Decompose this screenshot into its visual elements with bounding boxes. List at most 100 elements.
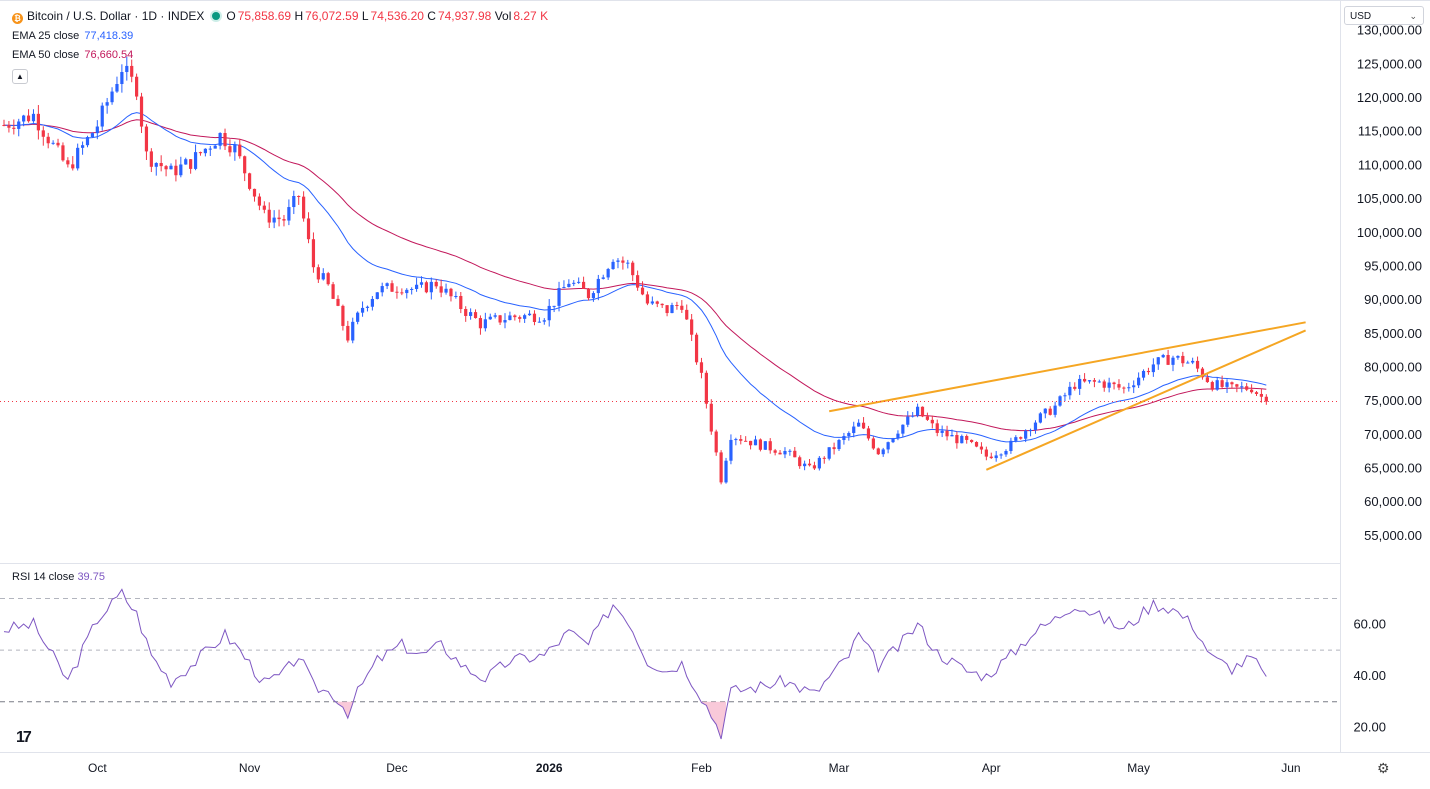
candle-body (46, 136, 50, 144)
candle-body (321, 273, 325, 280)
ema25-legend[interactable]: EMA 25 close 77,418.39 (12, 30, 133, 42)
candle-body (994, 455, 998, 459)
candle-body (51, 142, 55, 144)
market-status-icon (212, 12, 221, 20)
price-tick-label: 125,000.00 (1357, 56, 1422, 71)
candle-body (621, 260, 625, 263)
candle-body (498, 315, 502, 323)
candle-body (945, 430, 949, 437)
candle-body (852, 426, 856, 434)
candle-body (817, 457, 821, 469)
high-label: H (294, 9, 304, 23)
ema50-legend[interactable]: EMA 50 close 76,660.54 (12, 49, 133, 61)
tradingview-logo-icon[interactable]: 17 (16, 729, 32, 746)
candle-body (1048, 408, 1052, 415)
candle-body (660, 303, 664, 306)
candle-body (640, 287, 645, 295)
candle-body (930, 419, 934, 424)
candle-body (1225, 382, 1229, 387)
price-tick-label: 100,000.00 (1357, 225, 1422, 240)
candle-body (228, 146, 232, 153)
candle-body (473, 312, 478, 319)
candle-body (704, 372, 708, 404)
price-tick-label: 120,000.00 (1357, 90, 1422, 105)
candle-body (1161, 355, 1165, 358)
candle-body (223, 133, 227, 147)
candle-body (572, 282, 576, 284)
candle-body (675, 304, 679, 306)
candle-body (76, 147, 80, 169)
candle-body (989, 456, 993, 459)
candle-body (842, 436, 846, 441)
chevron-up-icon[interactable]: ▲ (12, 69, 28, 84)
candle-body (400, 292, 404, 294)
candle-body (1132, 385, 1136, 388)
candle-body (7, 125, 11, 128)
candle-body (493, 315, 497, 317)
candle-body (1181, 355, 1185, 364)
candle-body (1117, 384, 1121, 388)
candle-body (1210, 382, 1214, 390)
rsi-legend[interactable]: RSI 14 close 39.75 (12, 571, 105, 583)
candle-body (139, 96, 144, 127)
candle-body (557, 288, 561, 306)
candle-body (193, 152, 198, 169)
candle-body (326, 273, 330, 285)
candle-body (454, 295, 458, 297)
candle-body (247, 173, 252, 189)
candle-body (375, 292, 379, 299)
gear-icon[interactable]: ⚙ (1377, 760, 1390, 776)
candle-body (680, 305, 684, 310)
candle-body (837, 440, 841, 450)
candle-body (424, 282, 429, 293)
candle-body (719, 452, 723, 483)
candle-body (1102, 381, 1106, 388)
candle-body (395, 291, 399, 293)
candle-body (547, 305, 551, 321)
price-tick-label: 95,000.00 (1364, 258, 1422, 273)
candle-body (346, 325, 350, 341)
candle-body (17, 121, 21, 129)
candle-body (1259, 393, 1264, 397)
candle-body (586, 288, 591, 299)
candle-body (798, 457, 802, 467)
candle-body (174, 165, 178, 176)
candle-body (1092, 380, 1097, 382)
price-tick-label: 55,000.00 (1364, 528, 1422, 543)
candle-body (184, 159, 188, 165)
candle-body (316, 267, 320, 280)
candle-body (773, 450, 777, 453)
currency-select[interactable]: USD ⌄ (1344, 6, 1424, 25)
candle-body (385, 283, 389, 287)
candle-body (601, 277, 605, 279)
candle-body (1033, 422, 1038, 430)
candle-body (56, 142, 60, 146)
candle-body (955, 435, 959, 444)
candle-body (508, 315, 512, 321)
candle-body (616, 260, 620, 262)
candle-body (1230, 382, 1234, 385)
candle-body (1068, 386, 1072, 396)
volume-value: 8.27 K (513, 9, 549, 23)
candle-body (631, 262, 635, 276)
candle-body (130, 65, 134, 77)
time-tick-label: Dec (386, 761, 407, 775)
time-tick-label: Mar (829, 761, 850, 775)
high-value: 76,072.59 (305, 9, 359, 23)
candle-body (1024, 430, 1028, 439)
candle-body (469, 312, 473, 316)
candle-body (1186, 362, 1190, 364)
time-tick-label: Feb (691, 761, 712, 775)
symbol-legend[interactable]: ₿ Bitcoin / U.S. Dollar · 1D · INDEX O 75,8… (12, 9, 548, 24)
low-value: 74,536.20 (370, 9, 424, 23)
rsi-label: RSI 14 close (12, 571, 75, 583)
candle-body (832, 447, 836, 450)
candle-body (970, 439, 974, 442)
candle-body (410, 288, 414, 290)
price-tick-label: 60,000.00 (1364, 494, 1422, 509)
candle-body (306, 218, 311, 240)
candle-body (567, 283, 571, 288)
candle-body (380, 286, 384, 293)
candle-body (41, 130, 45, 137)
